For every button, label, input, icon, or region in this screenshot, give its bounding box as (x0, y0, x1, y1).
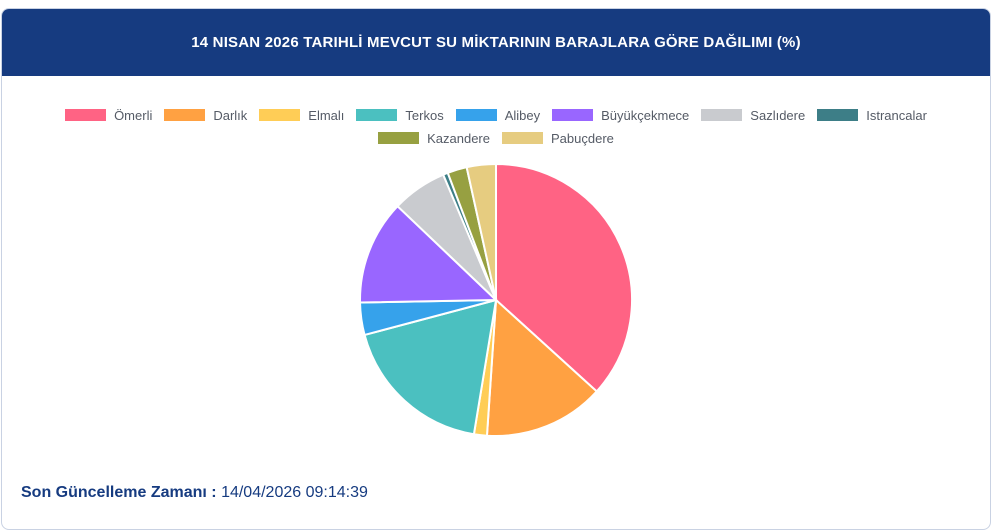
legend-swatch (817, 109, 859, 121)
legend-swatch (455, 109, 497, 121)
legend-swatch (502, 132, 543, 144)
pie-slice[interactable] (363, 298, 498, 436)
legend-item[interactable]: Ömerli (65, 107, 152, 123)
last-updated-label: Son Güncelleme Zamanı : (21, 484, 217, 501)
legend-item[interactable]: Büyükçekmece (552, 107, 689, 123)
legend-item[interactable]: Sazlıdere (701, 107, 805, 123)
legend-item[interactable]: Pabuçdere (502, 130, 614, 146)
legend-label: Ömerli (114, 107, 153, 123)
chart-legend: Ömerli Darlık Elmalı Terkos Alibey Büyükçekme… (2, 107, 990, 146)
legend-label: Pabuçdere (551, 130, 614, 146)
legend-label: Büyükçekmece (601, 107, 690, 123)
pie-slice[interactable] (485, 297, 599, 437)
pie-chart-svg (359, 162, 633, 437)
legend-swatch (378, 132, 420, 144)
last-updated: Son Güncelleme Zamanı : 14/04/2026 09:14… (21, 484, 368, 502)
legend-item[interactable]: Elmalı (259, 107, 344, 123)
card-header: 14 NISAN 2026 TARIHLİ MEVCUT SU MİKTARIN… (2, 9, 990, 76)
pie-slice[interactable] (465, 162, 497, 301)
pie-chart (356, 160, 636, 440)
chart-title: 14 NISAN 2026 TARIHLİ MEVCUT SU MİKTARIN… (191, 34, 801, 51)
legend-swatch (552, 109, 594, 121)
legend-label: Alibey (504, 107, 541, 123)
legend-item[interactable]: Alibey (455, 107, 541, 123)
legend-item[interactable]: Darlık (164, 107, 247, 123)
legend-label: Terkos (405, 107, 444, 123)
pie-slice[interactable] (359, 204, 499, 304)
last-updated-value: 14/04/2026 09:14:39 (221, 484, 368, 501)
legend-swatch (701, 109, 743, 121)
legend-swatch (65, 109, 107, 121)
legend-label: Elmalı (308, 107, 345, 123)
legend-label: Darlık (213, 107, 248, 123)
legend-label: Sazlıdere (750, 107, 806, 123)
legend-swatch (164, 109, 206, 121)
legend-label: Istrancalar (866, 107, 927, 123)
legend-item[interactable]: Terkos (356, 107, 444, 123)
chart-card: 14 NISAN 2026 TARIHLİ MEVCUT SU MİKTARIN… (1, 8, 991, 530)
legend-item[interactable]: Kazandere (378, 130, 490, 146)
legend-label: Kazandere (427, 130, 490, 146)
legend-item[interactable]: Istrancalar (817, 107, 927, 123)
legend-swatch (356, 109, 398, 121)
legend-swatch (259, 109, 301, 121)
pie-slice[interactable] (495, 162, 633, 393)
